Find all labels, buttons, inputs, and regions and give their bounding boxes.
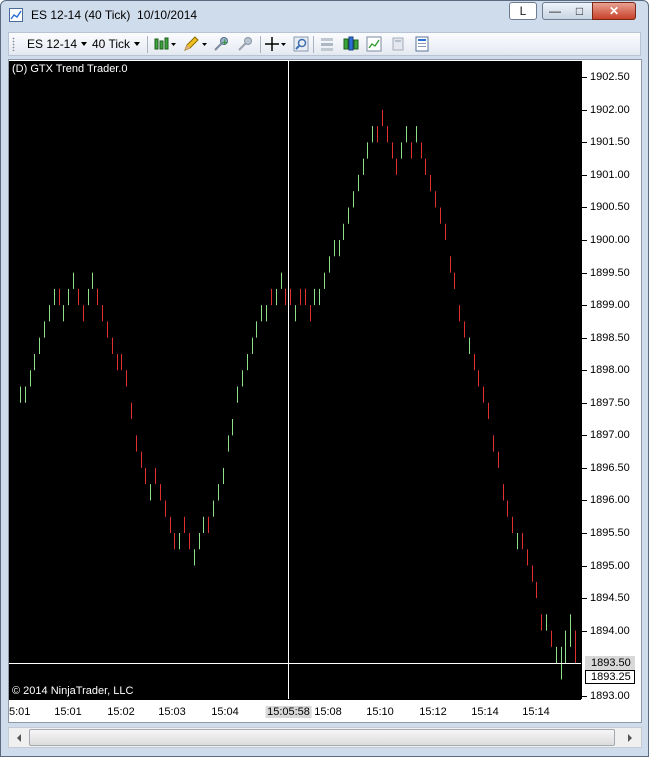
y-tick (582, 142, 587, 143)
x-tick-label: 15:01 (54, 706, 82, 718)
y-tick (582, 598, 587, 599)
y-tick (582, 305, 587, 306)
x-tick-label: 15:14 (471, 706, 499, 718)
svg-text:+: + (221, 38, 229, 48)
y-tick-label: 1898.50 (590, 332, 630, 344)
add-indicator-icon[interactable]: + (213, 36, 229, 52)
y-tick-label: 1899.50 (590, 267, 630, 279)
y-tick-label: 1896.50 (590, 462, 630, 474)
arrow-right-icon (628, 733, 632, 742)
chevron-down-icon (81, 42, 88, 46)
y-tick-label: 1901.50 (590, 136, 630, 148)
copyright-text: © 2014 NinjaTrader, LLC (12, 685, 134, 697)
price-bars[interactable] (9, 61, 581, 699)
close-button[interactable]: ✕ (592, 2, 636, 20)
y-tick-label: 1896.00 (590, 494, 630, 506)
y-tick (582, 500, 587, 501)
y-tick (582, 696, 587, 697)
indicator-label: (D) GTX Trend Trader.0 (12, 63, 128, 75)
scrollbar-thumb[interactable] (29, 729, 615, 746)
toolbar-divider (147, 36, 148, 53)
zoom-icon[interactable] (293, 36, 309, 52)
instrument-selector[interactable]: ES 12-14 (27, 36, 88, 52)
arrow-left-icon (17, 733, 21, 742)
price-axis[interactable]: 1902.50 1902.00 1901.50 1901.00 1900.50 1900.… (581, 61, 641, 702)
toolbar-grip[interactable] (12, 37, 15, 51)
y-tick (582, 370, 587, 371)
chevron-down-icon (134, 42, 141, 46)
y-tick (582, 110, 587, 111)
strategies-icon[interactable] (343, 36, 359, 52)
templates-icon[interactable] (414, 36, 430, 52)
x-tick-label: 15:14 (522, 706, 550, 718)
y-tick-label: 1893.00 (590, 690, 630, 702)
y-tick-label: 1897.50 (590, 397, 630, 409)
scroll-left-button[interactable] (10, 728, 28, 747)
crosshair-price-marker: 1893.50 (585, 656, 635, 670)
performance-icon[interactable] (366, 36, 382, 52)
interval-label: 40 Tick (92, 37, 131, 51)
y-tick-label: 1895.50 (590, 527, 630, 539)
last-price-marker: 1893.25 (585, 670, 635, 684)
data-box-icon[interactable] (390, 36, 406, 52)
y-tick-label: 1901.00 (590, 169, 630, 181)
y-tick (582, 468, 587, 469)
y-tick (582, 175, 587, 176)
link-button[interactable]: L (509, 2, 537, 20)
maximize-button[interactable]: □ (567, 2, 593, 20)
crosshair-icon[interactable] (265, 36, 287, 52)
price-plot-area[interactable]: (D) GTX Trend Trader.0 © 2014 NinjaTrade… (9, 61, 581, 699)
remove-indicator-icon[interactable] (237, 36, 253, 52)
y-tick-label: 1899.00 (590, 299, 630, 311)
y-tick (582, 240, 587, 241)
toolbar-divider (260, 36, 261, 53)
horizontal-scrollbar[interactable] (8, 727, 642, 748)
y-tick-label: 1902.50 (590, 71, 630, 83)
x-tick-label: 15:12 (419, 706, 447, 718)
y-tick-label: 1894.50 (590, 592, 630, 604)
y-tick (582, 566, 587, 567)
y-tick-label: 1900.50 (590, 201, 630, 213)
y-tick-label: 1895.00 (590, 560, 630, 572)
y-tick-label: 1897.00 (590, 429, 630, 441)
x-tick-label: 15:03 (158, 706, 186, 718)
y-tick (582, 533, 587, 534)
chart-toolbar: ES 12-14 40 Tick + (8, 32, 641, 56)
y-tick (582, 403, 587, 404)
chart-app-icon (9, 8, 23, 22)
bar-type-icon[interactable] (153, 36, 177, 52)
y-tick-label: 1898.00 (590, 364, 630, 376)
y-tick (582, 435, 587, 436)
toolbar-divider (313, 36, 314, 53)
y-tick-label: 1900.00 (590, 234, 630, 246)
y-tick (582, 207, 587, 208)
drawing-pencil-icon[interactable] (182, 36, 208, 52)
y-tick-label: 1894.00 (590, 625, 630, 637)
time-axis[interactable]: 5:01 15:01 15:02 15:03 15:04 15:08 15:10 15:12 1… (9, 699, 581, 721)
y-tick (582, 631, 587, 632)
crosshair-time-marker: 15:05:58 (265, 706, 312, 718)
y-tick-label: 1902.00 (590, 104, 630, 116)
y-tick (582, 77, 587, 78)
interval-selector[interactable]: 40 Tick (92, 36, 141, 52)
chart-properties-icon[interactable] (319, 36, 335, 52)
y-tick (582, 273, 587, 274)
y-tick (582, 338, 587, 339)
title-bar[interactable]: ES 12-14 (40 Tick) 10/10/2014 L — □ ✕ (1, 1, 648, 29)
window-title: ES 12-14 (40 Tick) 10/10/2014 (31, 8, 198, 22)
x-tick-label: 15:08 (314, 706, 342, 718)
x-tick-label: 5:01 (9, 706, 31, 718)
minimize-button[interactable]: — (542, 2, 568, 20)
x-tick-label: 15:10 (366, 706, 394, 718)
x-tick-label: 15:02 (107, 706, 135, 718)
scroll-right-button[interactable] (621, 728, 639, 747)
x-tick-label: 15:04 (211, 706, 239, 718)
instrument-label: ES 12-14 (27, 37, 78, 51)
